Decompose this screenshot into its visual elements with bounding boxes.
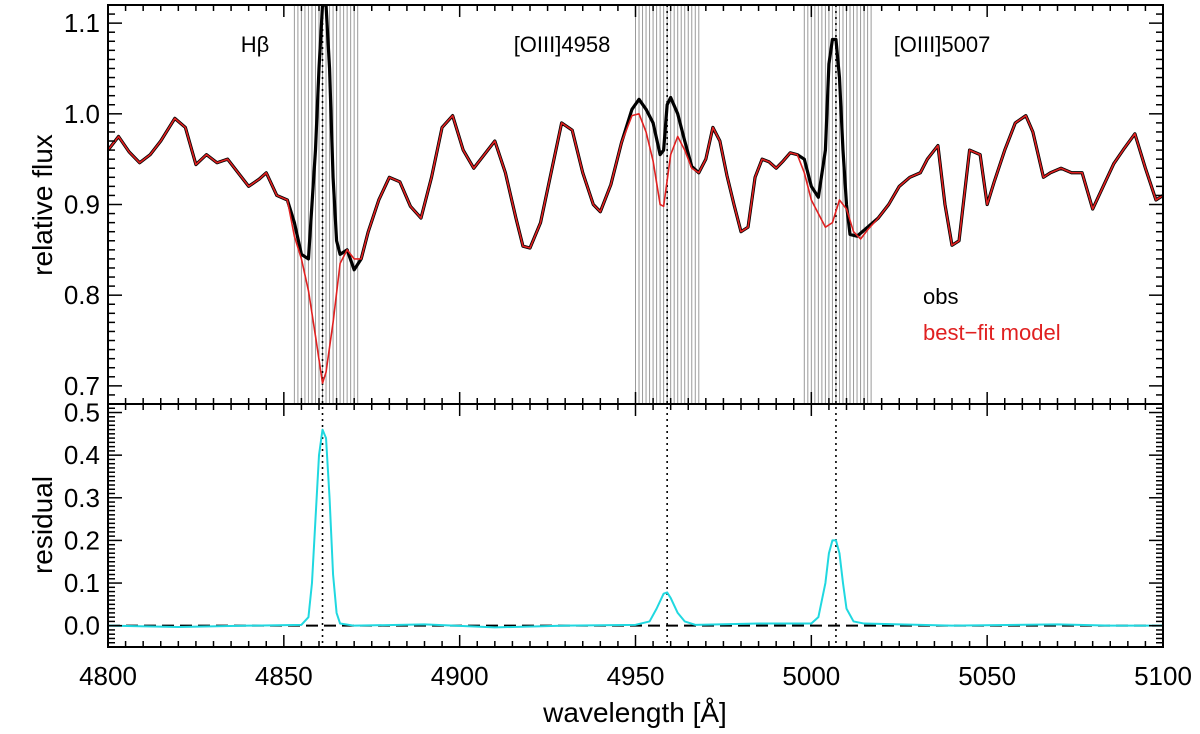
series-residual-line [108, 428, 1163, 629]
residual-y-tick-label: 0.4 [64, 440, 100, 470]
tick-labels: 4800 4850 4900 4950 5000 5050 5100 0.7 0.8 0.9 1.0… [64, 8, 1192, 691]
annotation-oiii-4958: [OIII]4958 [514, 32, 611, 57]
series-best-fit-model-line [108, 113, 1163, 384]
residual-y-tick-label: 0.1 [64, 568, 100, 598]
residual-y-tick-label: 0.3 [64, 483, 100, 513]
spectrum-series [108, 5, 1163, 384]
residual-y-axis-label: residual [27, 476, 58, 574]
legend-obs: obs [923, 284, 958, 309]
residual-series [108, 428, 1163, 629]
x-tick-label: 4800 [79, 661, 137, 691]
residual-y-tick-label: 0.2 [64, 525, 100, 555]
spectrum-y-axis-label: relative flux [27, 134, 58, 276]
axis-ticks [107, 4, 1164, 648]
residual-y-tick-label: 0.0 [64, 611, 100, 641]
spectrum-y-tick-label: 1.0 [64, 99, 100, 129]
x-tick-label: 5000 [782, 661, 840, 691]
x-tick-label: 5100 [1134, 661, 1192, 691]
x-tick-label: 4850 [255, 661, 313, 691]
spectrum-y-tick-label: 0.8 [64, 280, 100, 310]
annotation-hbeta: Hβ [241, 32, 270, 57]
residual-panel-frame [107, 403, 1164, 648]
x-tick-label: 5050 [958, 661, 1016, 691]
legend-best-fit-model: best−fit model [923, 320, 1061, 345]
spectrum-y-tick-label: 1.1 [64, 8, 100, 38]
spectrum-y-tick-label: 0.7 [64, 371, 100, 401]
x-tick-label: 4900 [431, 661, 489, 691]
residual-y-tick-label: 0.5 [64, 398, 100, 428]
x-tick-label: 4950 [607, 661, 665, 691]
spectrum-y-tick-label: 0.9 [64, 190, 100, 220]
annotation-oiii-5007: [OIII]5007 [894, 32, 991, 57]
x-axis-label: wavelength [Å] [542, 697, 727, 728]
